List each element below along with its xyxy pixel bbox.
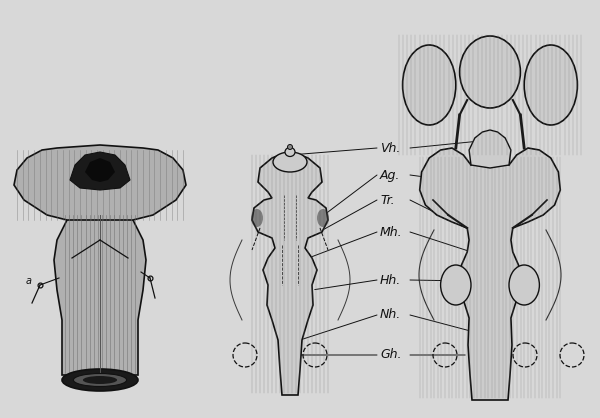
Polygon shape [70,152,130,190]
Ellipse shape [317,209,329,227]
Polygon shape [469,130,511,168]
Ellipse shape [251,209,263,227]
Text: Tr.: Tr. [380,194,395,206]
Polygon shape [54,210,146,375]
Ellipse shape [73,374,127,387]
Ellipse shape [460,36,520,108]
Text: Mh.: Mh. [380,225,403,239]
Ellipse shape [403,45,456,125]
Polygon shape [14,145,186,220]
Text: Vh.: Vh. [380,142,400,155]
Ellipse shape [273,152,307,172]
Ellipse shape [287,145,293,150]
Text: Hh.: Hh. [380,273,401,286]
Text: Gh.: Gh. [380,349,401,362]
Text: Ag.: Ag. [380,168,400,181]
Polygon shape [420,148,560,400]
Ellipse shape [509,265,539,305]
Ellipse shape [62,369,138,391]
Ellipse shape [440,265,471,305]
Ellipse shape [83,376,117,384]
Polygon shape [85,158,115,182]
Text: a: a [26,276,32,286]
Ellipse shape [285,148,295,156]
Text: Nh.: Nh. [380,308,401,321]
Polygon shape [252,153,328,395]
Ellipse shape [524,45,577,125]
